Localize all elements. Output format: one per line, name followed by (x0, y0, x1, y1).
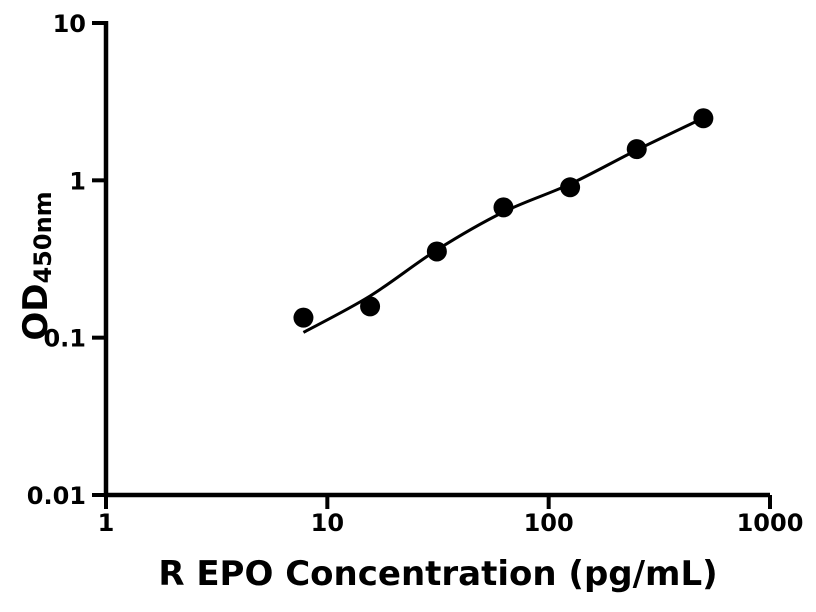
data-point-4 (493, 197, 514, 218)
y-axis-title-main: OD (16, 283, 56, 341)
data-point-7 (693, 108, 714, 129)
x-tick-label-1000: 1000 (737, 509, 804, 537)
y-tick-label-0.01: 0.01 (27, 482, 86, 510)
data-point-1 (293, 307, 314, 328)
x-axis-title: R EPO Concentration (pg/mL) (158, 554, 718, 594)
data-point-6 (626, 139, 647, 160)
y-tick-label-10: 10 (53, 10, 86, 38)
y-tick-label-1: 1 (69, 167, 86, 195)
x-tick-label-100: 100 (524, 509, 574, 537)
y-axis-title: OD 450nm (16, 191, 57, 341)
y-axis-title-subscript: 450nm (29, 191, 57, 284)
x-tick-label-10: 10 (311, 509, 344, 537)
data-point-5 (560, 177, 581, 198)
x-tick-label-1: 1 (98, 509, 115, 537)
data-point-2 (360, 296, 381, 317)
data-point-3 (426, 241, 447, 262)
y-tick-label-0.1: 0.1 (43, 325, 86, 353)
